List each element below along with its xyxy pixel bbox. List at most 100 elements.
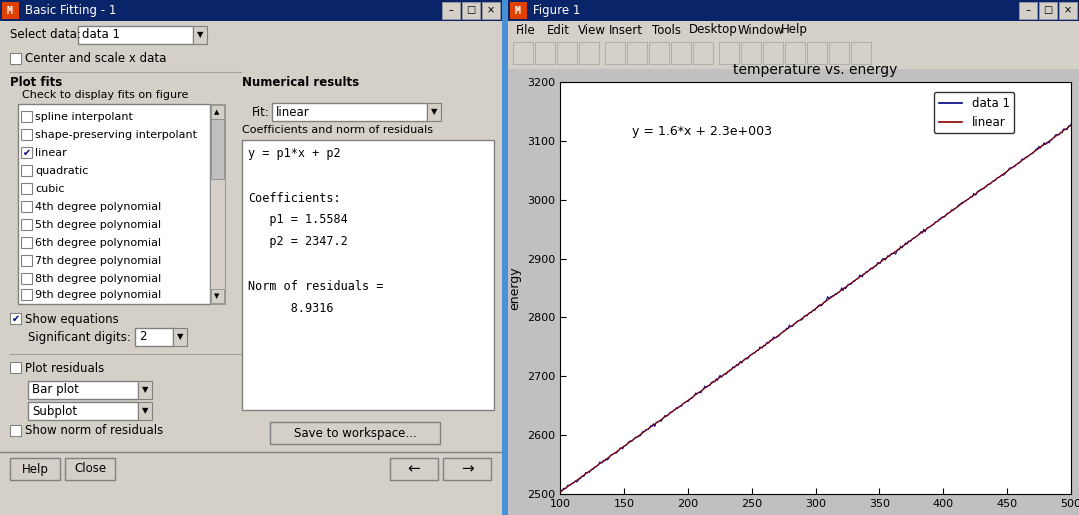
Text: 8.9316: 8.9316 <box>248 301 333 315</box>
Bar <box>1039 2 1057 19</box>
Text: 4th degree polynomial: 4th degree polynomial <box>35 202 161 212</box>
Bar <box>462 2 480 19</box>
Text: Coefficients and norm of residuals: Coefficients and norm of residuals <box>242 125 433 135</box>
Bar <box>211 119 224 179</box>
Bar <box>21 289 32 300</box>
Bar <box>138 402 152 420</box>
Bar <box>28 402 138 420</box>
Bar <box>10 458 60 480</box>
Bar <box>605 42 625 64</box>
Text: 9th degree polynomial: 9th degree polynomial <box>35 290 161 300</box>
Text: ▼: ▼ <box>141 406 148 416</box>
Bar <box>193 26 207 44</box>
Text: data 1: data 1 <box>82 28 120 42</box>
Text: M: M <box>8 6 13 15</box>
Text: Plot residuals: Plot residuals <box>25 362 105 374</box>
Text: ▼: ▼ <box>196 30 203 40</box>
Bar <box>21 129 32 140</box>
Y-axis label: energy: energy <box>508 266 521 310</box>
Text: Window: Window <box>738 24 784 37</box>
Bar <box>10 53 21 64</box>
Text: □: □ <box>466 6 476 15</box>
Bar <box>508 21 1079 39</box>
Text: linear: linear <box>276 106 310 118</box>
Bar <box>741 42 761 64</box>
Bar <box>28 381 138 399</box>
Bar <box>763 42 783 64</box>
Text: spline interpolant: spline interpolant <box>35 112 133 122</box>
Bar <box>508 0 1079 21</box>
Text: Center and scale x data: Center and scale x data <box>25 53 166 65</box>
Title: temperature vs. energy: temperature vs. energy <box>734 63 898 77</box>
Bar <box>508 39 1079 69</box>
Text: □: □ <box>1043 6 1053 15</box>
Bar <box>390 458 438 480</box>
Text: y = 1.6*x + 2.3e+003: y = 1.6*x + 2.3e+003 <box>631 125 771 138</box>
Bar <box>21 111 32 122</box>
Text: File: File <box>516 24 536 37</box>
Text: Show equations: Show equations <box>25 313 119 325</box>
Bar <box>513 42 533 64</box>
Text: Close: Close <box>74 462 106 475</box>
Bar <box>648 42 669 64</box>
Text: Norm of residuals =: Norm of residuals = <box>248 280 383 293</box>
Text: Fit:: Fit: <box>252 106 270 118</box>
Bar <box>427 103 441 121</box>
Text: Help: Help <box>781 24 808 37</box>
Text: Subplot: Subplot <box>32 404 77 418</box>
Bar <box>443 458 491 480</box>
Bar <box>510 2 527 19</box>
Text: y = p1*x + p2: y = p1*x + p2 <box>248 147 341 161</box>
Bar <box>210 104 226 304</box>
Bar <box>65 458 115 480</box>
Text: ←: ← <box>408 461 421 476</box>
Text: ✔: ✔ <box>23 147 30 158</box>
Text: ▼: ▼ <box>431 108 437 116</box>
Text: 6th degree polynomial: 6th degree polynomial <box>35 238 161 248</box>
Text: Tools: Tools <box>652 24 681 37</box>
Text: Insert: Insert <box>609 24 642 37</box>
Bar <box>21 255 32 266</box>
Text: Show norm of residuals: Show norm of residuals <box>25 424 163 438</box>
Text: Select data:: Select data: <box>10 28 81 42</box>
Bar <box>173 328 187 346</box>
Bar <box>2 2 19 19</box>
Bar <box>535 42 555 64</box>
Text: quadratic: quadratic <box>35 166 88 176</box>
Text: ▲: ▲ <box>215 109 220 115</box>
Bar <box>211 289 224 303</box>
Bar <box>807 42 827 64</box>
Text: M: M <box>515 6 521 15</box>
Text: View: View <box>577 24 605 37</box>
Text: Help: Help <box>22 462 49 475</box>
Text: 7th degree polynomial: 7th degree polynomial <box>35 256 161 266</box>
Text: Edit: Edit <box>547 24 570 37</box>
Text: 5th degree polynomial: 5th degree polynomial <box>35 220 161 230</box>
Text: 2: 2 <box>139 331 147 344</box>
Bar <box>138 381 152 399</box>
Bar <box>18 104 210 304</box>
Text: –: – <box>1025 6 1030 15</box>
Bar <box>10 362 21 373</box>
Bar <box>1058 2 1077 19</box>
Bar <box>10 425 21 436</box>
Bar <box>211 105 224 119</box>
Bar <box>270 422 440 444</box>
Text: cubic: cubic <box>35 184 65 194</box>
Bar <box>719 42 739 64</box>
Text: ×: × <box>487 6 495 15</box>
Text: Plot fits: Plot fits <box>10 76 63 89</box>
Text: ▼: ▼ <box>141 386 148 394</box>
Text: ×: × <box>1064 6 1073 15</box>
Bar <box>21 201 32 212</box>
Bar <box>21 273 32 284</box>
Bar <box>21 183 32 194</box>
Bar <box>0 0 502 515</box>
Bar <box>851 42 871 64</box>
Bar <box>21 237 32 248</box>
Legend: data 1, linear: data 1, linear <box>933 92 1014 133</box>
Bar <box>10 313 21 324</box>
Bar <box>557 42 577 64</box>
Bar <box>21 165 32 176</box>
Bar <box>1019 2 1037 19</box>
